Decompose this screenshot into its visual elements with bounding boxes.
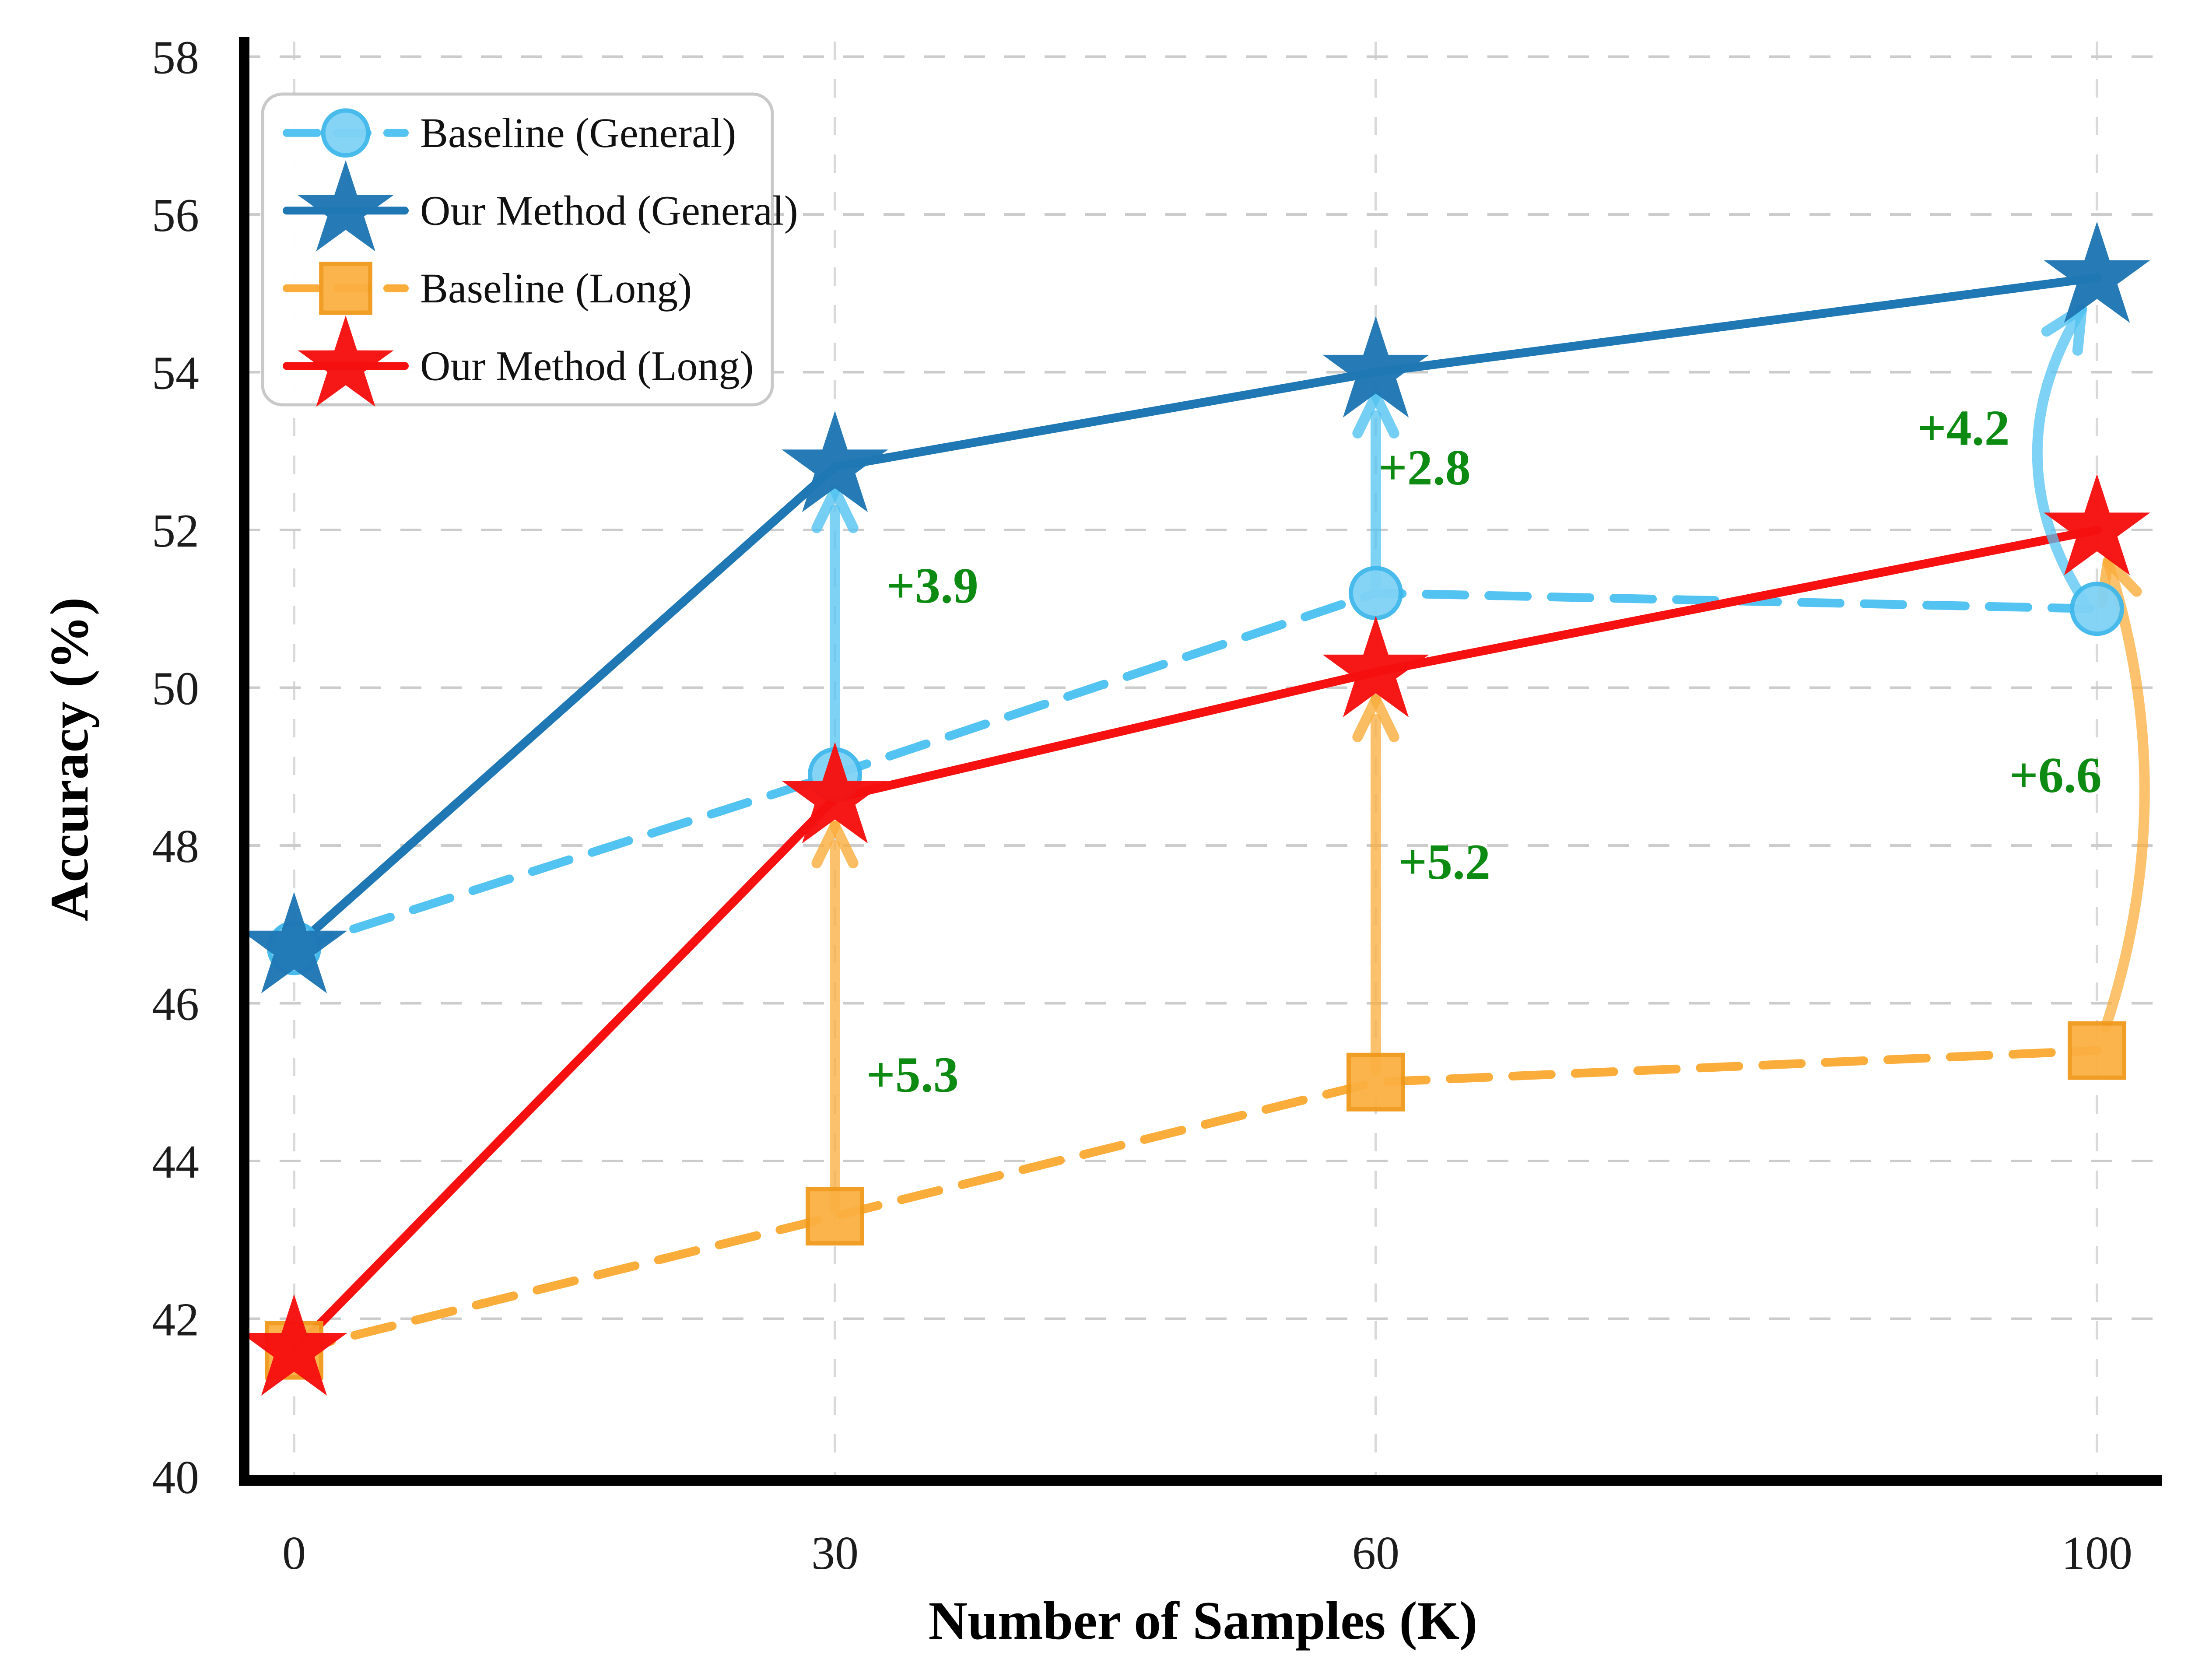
- y-tick-label-54: 54: [152, 347, 199, 400]
- legend-item-3: Our Method (Long): [283, 316, 754, 407]
- star-marker: [298, 316, 394, 407]
- x-tick-label-100: 100: [2062, 1527, 2132, 1579]
- annotation-+4.2: +4.2: [1918, 400, 2010, 456]
- improvement-arrow-curved: [2032, 304, 2089, 607]
- annotation-+2.8: +2.8: [1378, 440, 1471, 496]
- arrowhead: [1371, 390, 1399, 438]
- star-marker: [782, 742, 888, 844]
- arrowhead: [2072, 304, 2087, 356]
- star-marker: [2044, 474, 2150, 575]
- x-tick-label-30: 30: [811, 1527, 859, 1579]
- arrowhead: [830, 820, 859, 869]
- annotation-+5.3: +5.3: [866, 1047, 959, 1103]
- legend-box: [261, 92, 774, 407]
- star-marker: [782, 410, 888, 512]
- arrowhead: [1352, 390, 1381, 438]
- arrowhead: [1371, 694, 1399, 742]
- y-tick-label-50: 50: [152, 663, 199, 715]
- legend-item-0: Baseline (General): [283, 108, 736, 158]
- star-marker: [298, 160, 394, 252]
- star-marker: [1322, 316, 1429, 418]
- circle-marker: [2070, 582, 2124, 636]
- arrowhead: [811, 820, 840, 869]
- y-tick-label-58: 58: [152, 32, 199, 84]
- legend-label: Our Method (Long): [420, 342, 754, 389]
- y-tick-label-42: 42: [152, 1294, 199, 1346]
- improvement-arrow-curved: [2100, 556, 2150, 1032]
- arrowhead: [811, 485, 840, 533]
- arrowhead: [2103, 556, 2142, 597]
- series-line-1: [290, 273, 2101, 953]
- legend-item-1: Our Method (General): [283, 160, 798, 252]
- legend-label: Baseline (Long): [420, 265, 692, 312]
- square-marker: [806, 1187, 864, 1246]
- legend-item-2: Baseline (Long): [283, 261, 692, 315]
- arrowhead: [830, 485, 859, 533]
- arrowhead: [1352, 694, 1381, 742]
- legend-label: Baseline (General): [420, 109, 736, 156]
- square-marker: [2068, 1021, 2126, 1080]
- y-tick-label-56: 56: [152, 189, 199, 242]
- legend: Baseline (General) Our Method (General) Ba…: [261, 92, 798, 407]
- star-marker: [1322, 616, 1429, 717]
- annotation-+6.6: +6.6: [2009, 747, 2102, 803]
- y-tick-label-44: 44: [152, 1136, 199, 1188]
- star-marker: [241, 892, 347, 993]
- y-tick-label-52: 52: [152, 505, 199, 557]
- series-line-2: [290, 1046, 2101, 1355]
- x-axis-title: Number of Samples (K): [929, 1591, 1478, 1651]
- star-marker: [241, 1294, 347, 1396]
- annotation-+5.2: +5.2: [1398, 834, 1490, 890]
- square-marker: [319, 261, 372, 315]
- series-line-3: [290, 526, 2101, 1355]
- star-marker: [2044, 221, 2150, 323]
- square-marker: [1346, 1052, 1405, 1112]
- circle-marker: [1349, 566, 1403, 621]
- legend-label: Our Method (General): [420, 187, 798, 234]
- y-tick-label-46: 46: [152, 979, 199, 1031]
- x-tick-label-0: 0: [282, 1527, 306, 1579]
- y-axis-title: Accuracy (%): [39, 597, 99, 921]
- y-tick-label-48: 48: [152, 821, 199, 873]
- x-tick-label-60: 60: [1352, 1527, 1399, 1579]
- annotation-+3.9: +3.9: [886, 558, 978, 614]
- y-tick-label-40: 40: [152, 1452, 199, 1504]
- circle-marker: [321, 108, 371, 158]
